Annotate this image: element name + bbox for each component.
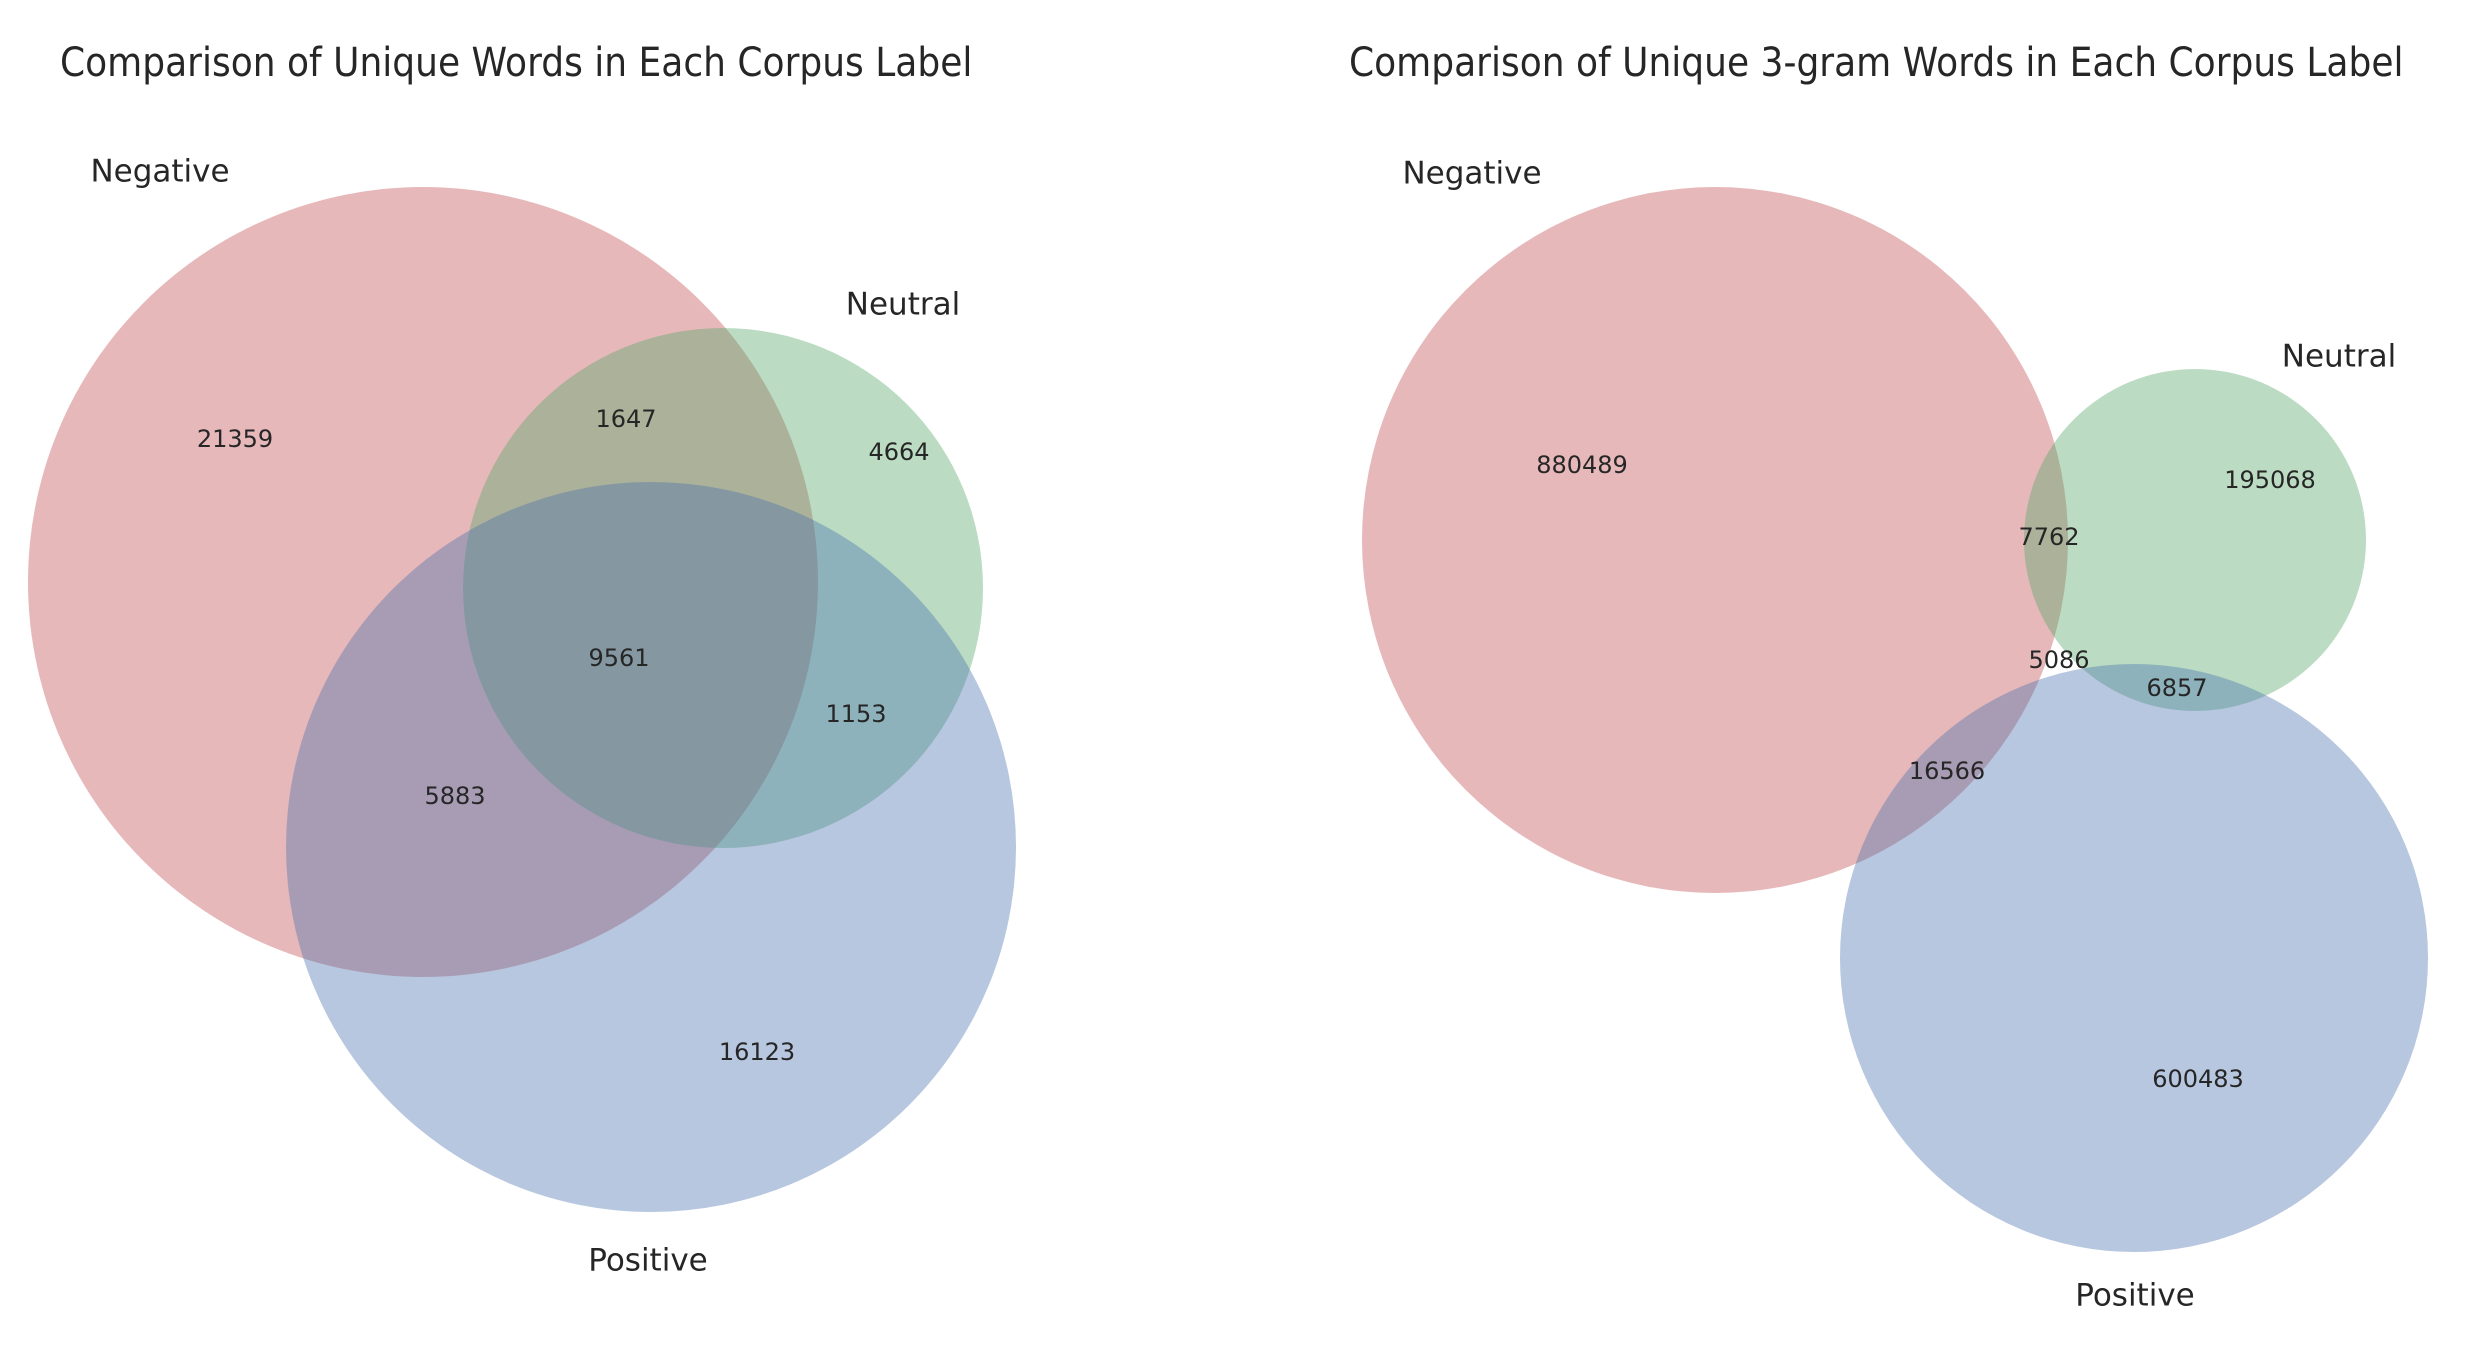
region-label-negative-neutral: 1647 [595,405,656,433]
region-label-negative-positive: 5883 [424,782,485,810]
positive-set-label: Positive [588,1243,708,1279]
negative-circle [28,187,818,977]
neutral-set-label: Neutral [2282,339,2396,375]
positive-circle [286,482,1016,1212]
region-label-all-three: 5086 [2028,646,2089,674]
venn-diagram: Negative Neutral Positive 21359 4664 1647 1612… [28,154,1016,1279]
region-label-negative-only: 21359 [197,425,273,453]
venn-circles [28,187,1016,1212]
neutral-circle [463,328,983,848]
venn-diagram: Negative Neutral Positive 880489 195068 7762 6… [1362,156,2428,1314]
neutral-set-label: Neutral [846,287,960,323]
venn-chart-3grams: Comparison of Unique 3-gram Words in Eac… [1233,0,2467,1354]
chart-title: Comparison of Unique Words in Each Corpu… [60,40,973,86]
region-label-negative-positive: 16566 [1909,757,1985,785]
region-label-neutral-positive: 1153 [825,700,886,728]
region-label-neutral-only: 195068 [2224,466,2316,494]
region-label-all-three: 9561 [588,644,649,672]
region-label-negative-only: 880489 [1536,451,1628,479]
region-label-positive-only: 600483 [2152,1065,2244,1093]
region-label-positive-only: 16123 [719,1038,795,1066]
venn-chart-words: Comparison of Unique Words in Each Corpu… [0,0,1233,1354]
positive-circle [1840,664,2428,1252]
region-label-neutral-positive: 6857 [2146,674,2207,702]
neutral-circle [2024,369,2366,711]
negative-set-label: Negative [1402,156,1541,192]
region-label-negative-neutral: 7762 [2018,523,2079,551]
negative-set-label: Negative [90,154,229,190]
negative-circle [1362,187,2068,893]
chart-title: Comparison of Unique 3-gram Words in Eac… [1349,40,2404,86]
positive-set-label: Positive [2075,1278,2195,1314]
region-label-neutral-only: 4664 [868,438,929,466]
venn-circles [1362,187,2428,1252]
